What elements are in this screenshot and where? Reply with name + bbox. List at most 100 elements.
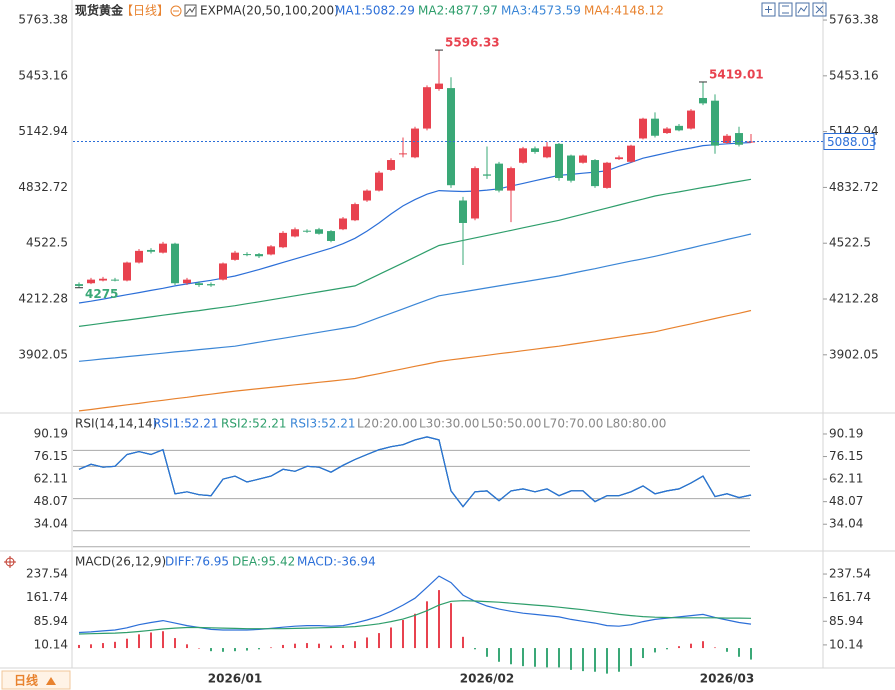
candle-body	[291, 229, 299, 237]
y-tick-label: 34.04	[34, 517, 68, 531]
period-button[interactable]: 日线	[1, 670, 71, 690]
macd-bar	[546, 648, 548, 668]
candle	[555, 142, 563, 181]
macd-bar	[174, 638, 176, 649]
candle	[219, 262, 227, 281]
candle	[195, 281, 203, 287]
macd-bar	[210, 648, 212, 652]
y-tick-label: 5453.16	[18, 68, 68, 82]
candle-body	[207, 284, 215, 286]
ma-line	[78, 178, 752, 327]
y-tick-label-right: 3902.05	[829, 347, 879, 361]
candle-body	[279, 232, 287, 248]
level-legend: L30:30.00	[419, 417, 479, 431]
macd-bar	[474, 648, 476, 650]
macd-icon[interactable]	[4, 556, 16, 568]
tool-fullscreen[interactable]	[761, 2, 776, 17]
macd-bar	[354, 641, 356, 649]
extreme-label: 5419.01	[709, 67, 764, 81]
candle-body	[675, 125, 683, 131]
candle	[387, 158, 395, 171]
pane-title: MACD(26,12,9)	[75, 555, 166, 569]
extreme-label: 5596.33	[445, 36, 500, 50]
candle-body	[663, 128, 671, 134]
candle	[651, 112, 659, 138]
candle-body	[483, 174, 491, 176]
macd-bar	[366, 637, 368, 649]
candle	[267, 245, 275, 256]
level-legend: L50:50.00	[481, 417, 541, 431]
legend-entry: MA4:4148.12	[584, 4, 664, 18]
toolbar	[761, 2, 827, 17]
candle-body	[699, 97, 707, 104]
macd-bar	[402, 620, 404, 649]
candle-body	[171, 243, 179, 284]
candle	[447, 77, 455, 188]
macd-bar	[690, 643, 692, 649]
x-tick-label: 2026/03	[700, 672, 754, 686]
legend-entry: RSI1:52.21	[153, 417, 219, 431]
candle-body	[339, 218, 347, 230]
y-tick-label-right: 4522.5	[829, 236, 871, 250]
candle-body	[459, 200, 467, 223]
candle	[243, 252, 251, 257]
macd-bar	[78, 644, 80, 649]
y-tick-label-right: 48.07	[829, 494, 863, 508]
period-button-label[interactable]: 日线	[14, 673, 38, 688]
candle-body	[327, 231, 335, 241]
pane-title: RSI(14,14,14)	[75, 417, 157, 431]
candle	[351, 202, 359, 222]
macd-bar	[438, 590, 440, 649]
candle	[279, 231, 287, 249]
candle	[87, 277, 95, 285]
candle-body	[723, 135, 731, 143]
period-tag[interactable]: 【日线】	[121, 4, 169, 18]
tool-zoom[interactable]	[778, 2, 793, 17]
macd-bar	[306, 643, 308, 649]
candle-body	[555, 143, 563, 179]
ma-line	[78, 233, 752, 362]
macd-bar	[90, 644, 92, 649]
macd-bar	[702, 641, 704, 649]
candle	[207, 282, 215, 287]
macd-bar	[630, 648, 632, 667]
candle-body	[735, 133, 743, 145]
indicator-icon[interactable]	[184, 4, 197, 17]
collapse-icon[interactable]	[170, 5, 182, 17]
tool-settings[interactable]	[812, 2, 827, 17]
tool-fullscreen-glyph	[765, 6, 772, 13]
candle-body	[255, 254, 263, 257]
period-button-arrow	[46, 677, 56, 685]
macd-bar	[498, 648, 500, 662]
macd-bar	[282, 644, 284, 649]
candle-body	[507, 168, 515, 191]
macd-bar	[522, 648, 524, 667]
candle-body	[315, 229, 323, 234]
macd-bar	[750, 648, 752, 660]
y-tick-label-right: 76.15	[829, 449, 863, 463]
candle-body	[603, 162, 611, 188]
y-tick-label-right: 85.94	[829, 614, 863, 628]
candle-body	[687, 110, 695, 129]
candle	[339, 217, 347, 231]
y-tick-label-right: 90.19	[829, 426, 863, 440]
macd-bar	[726, 648, 728, 652]
candle-body	[219, 263, 227, 280]
candle	[567, 154, 575, 183]
candle	[495, 161, 503, 193]
candle-body	[363, 190, 371, 201]
legend-entry: DIFF:76.95	[165, 555, 229, 569]
y-tick-label: 10.14	[34, 637, 68, 651]
macd-bar	[378, 633, 380, 649]
extreme-label: 4275	[85, 287, 118, 301]
candle	[531, 146, 539, 154]
y-tick-label: 62.11	[34, 472, 68, 486]
candle-body	[423, 87, 431, 129]
tool-chart[interactable]	[795, 2, 810, 17]
candle-body	[567, 155, 575, 181]
candle-body	[123, 262, 131, 281]
candle-body	[267, 246, 275, 255]
legend-entry: MACD:-36.94	[297, 555, 376, 569]
macd-bar	[294, 643, 296, 649]
